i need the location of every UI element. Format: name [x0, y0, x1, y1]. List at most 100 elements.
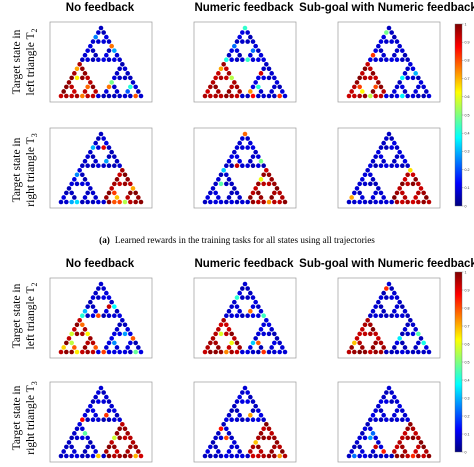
state-dot	[101, 39, 106, 44]
state-dot	[266, 93, 272, 99]
state-dot	[421, 349, 426, 355]
state-dot	[234, 190, 240, 196]
state-dot	[122, 435, 128, 441]
colorbar: 1 0.9 0.8 0.7 0.6 0.5 0.4 0.3 0.2 0.1 0	[454, 22, 470, 208]
state-dot	[261, 57, 266, 63]
state-dot	[258, 345, 264, 350]
state-dot	[384, 453, 389, 459]
state-dot	[384, 57, 389, 63]
state-dot	[248, 34, 253, 40]
state-dot	[85, 181, 90, 187]
state-dot	[256, 435, 261, 441]
state-dot	[421, 453, 426, 459]
state-dot	[376, 403, 381, 409]
state-dot	[104, 412, 109, 418]
state-dot	[229, 453, 234, 459]
state-dot	[272, 199, 277, 205]
state-dot	[130, 336, 136, 341]
state-dot	[248, 449, 253, 454]
state-dot	[133, 84, 138, 90]
state-dot	[250, 57, 256, 63]
state-dot	[384, 286, 389, 291]
state-dot	[77, 317, 82, 323]
state-dot	[248, 89, 253, 94]
state-dot	[248, 290, 253, 296]
state-dot	[389, 399, 394, 404]
state-dot	[112, 190, 117, 196]
state-dot	[410, 181, 416, 187]
state-dot	[218, 93, 224, 99]
state-dot	[64, 444, 69, 450]
state-dot	[74, 349, 80, 355]
state-dot	[133, 199, 138, 205]
state-dot	[104, 345, 109, 350]
state-dot	[397, 440, 402, 445]
state-dot	[368, 426, 373, 432]
state-dot	[370, 449, 376, 454]
state-dot	[112, 408, 117, 413]
state-dot	[349, 89, 354, 94]
state-dot	[410, 453, 416, 459]
state-dot	[82, 345, 88, 350]
state-dot	[90, 39, 96, 44]
state-dot	[272, 331, 277, 337]
state-dot	[226, 195, 232, 200]
state-dot	[90, 313, 96, 319]
state-dot	[272, 181, 277, 187]
colorbar-tick-label: 0.2	[465, 414, 470, 418]
state-dot	[74, 453, 80, 459]
state-dot	[122, 181, 128, 187]
state-dot	[213, 75, 218, 81]
state-dot	[376, 149, 381, 155]
state-dot	[213, 190, 218, 196]
state-dot	[218, 453, 224, 459]
state-dot	[226, 412, 232, 418]
state-dot	[416, 340, 421, 346]
col-title-numeric-feedback: Numeric feedback	[194, 2, 294, 14]
state-dot	[114, 89, 120, 94]
state-dot	[280, 89, 285, 94]
state-dot	[82, 71, 88, 76]
state-dot	[80, 331, 85, 337]
state-dot	[416, 435, 421, 441]
state-dot	[373, 304, 378, 309]
state-dot	[232, 186, 237, 191]
state-dot	[392, 412, 397, 418]
state-dot	[266, 322, 272, 328]
state-dot	[368, 199, 373, 205]
state-dot	[112, 304, 117, 309]
state-dot	[101, 453, 106, 459]
state-dot	[122, 66, 128, 72]
state-dot	[378, 199, 384, 205]
state-dot	[248, 412, 253, 418]
state-dot	[61, 89, 66, 94]
state-dot	[245, 145, 250, 150]
state-dot	[413, 345, 418, 350]
state-dot	[69, 435, 74, 441]
state-dot	[226, 308, 232, 314]
state-dot	[234, 39, 240, 44]
state-dot	[117, 172, 122, 178]
state-dot	[266, 426, 272, 432]
state-dot	[74, 66, 80, 72]
state-dot	[133, 453, 138, 459]
state-dot	[405, 163, 410, 169]
state-dot	[381, 52, 386, 58]
state-dot	[282, 453, 288, 459]
heatmap-panel	[49, 127, 153, 209]
state-dot	[245, 199, 250, 205]
state-dot	[394, 39, 400, 44]
state-dot	[114, 412, 120, 418]
state-dot	[250, 199, 256, 205]
state-dot	[69, 331, 74, 337]
state-dot	[362, 453, 368, 459]
colorbar-tick-label: 0.3	[465, 396, 470, 400]
state-dot	[72, 71, 77, 76]
state-dot	[122, 349, 128, 355]
state-dot	[416, 75, 421, 81]
state-dot	[114, 195, 120, 200]
state-dot	[357, 453, 362, 459]
state-dot	[362, 426, 368, 432]
state-dot	[229, 313, 234, 319]
state-dot	[234, 295, 240, 300]
